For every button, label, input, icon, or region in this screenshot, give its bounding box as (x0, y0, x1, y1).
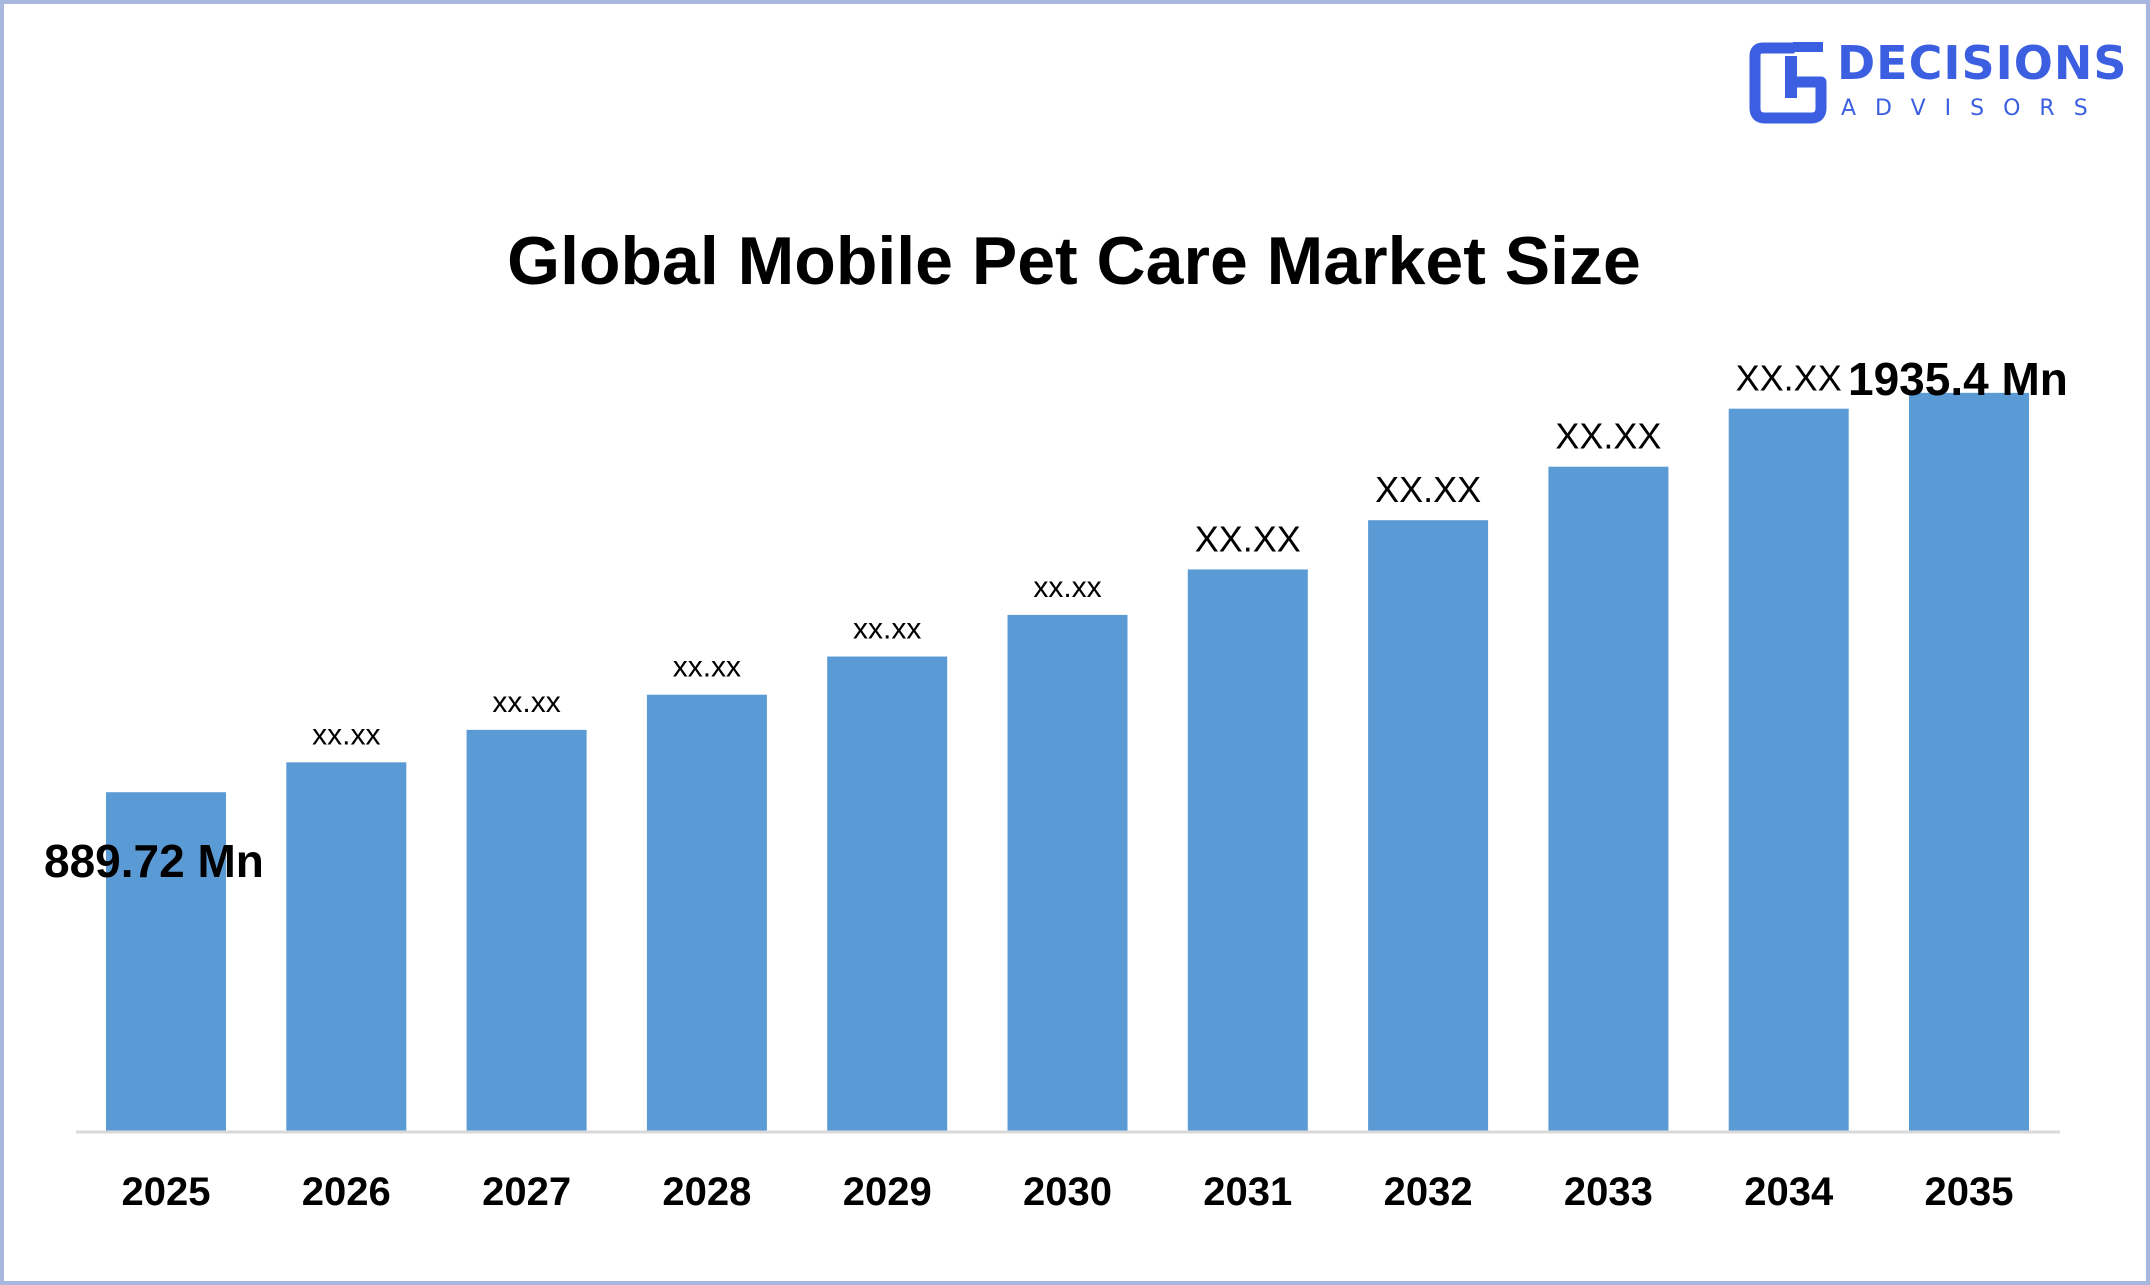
brand-name-line2: ADVISORS (1841, 96, 2107, 121)
bar-2031 (1187, 569, 1308, 1132)
bar-2030 (1007, 614, 1128, 1132)
x-tick-label: 2027 (482, 1170, 571, 1214)
data-label: XX.XX (1736, 358, 1842, 399)
data-label: xx.xx (853, 613, 921, 646)
data-label: 889.72 Mn (44, 835, 264, 887)
data-label: 1935.4 Mn (1848, 353, 2068, 405)
chart-title: Global Mobile Pet Care Market Size (507, 223, 1641, 299)
bar-2032 (1368, 520, 1489, 1132)
data-label: xx.xx (673, 651, 741, 684)
x-tick-label: 2033 (1564, 1170, 1653, 1214)
x-tick-label: 2032 (1384, 1170, 1473, 1214)
brand-logo-mark-icon (1749, 42, 1827, 124)
bar-2028 (646, 694, 767, 1132)
data-label: XX.XX (1555, 416, 1661, 457)
bar-2026 (286, 762, 407, 1132)
brand-logo: DECISIONS ADVISORS (1749, 34, 2126, 134)
x-tick-label: 2029 (843, 1170, 932, 1214)
x-tick-label: 2025 (122, 1170, 211, 1214)
x-tick-label: 2030 (1023, 1170, 1112, 1214)
data-label: XX.XX (1195, 518, 1301, 559)
data-label: XX.XX (1375, 469, 1481, 510)
x-tick-label: 2035 (1925, 1170, 2014, 1214)
bar-2034 (1728, 408, 1849, 1133)
brand-name-line1: DECISIONS (1837, 36, 2128, 90)
x-tick-label: 2028 (662, 1170, 751, 1214)
bar-2029 (827, 656, 948, 1132)
bar-2025 (106, 792, 226, 1132)
data-label: xx.xx (312, 718, 380, 751)
x-tick-label: 2034 (1744, 1170, 1834, 1214)
data-label: xx.xx (492, 686, 560, 719)
data-label: xx.xx (1033, 571, 1101, 604)
bar-2035 (1909, 392, 2029, 1132)
bar-2027 (466, 729, 587, 1132)
x-tick-label: 2031 (1203, 1170, 1292, 1214)
x-tick-label: 2026 (302, 1170, 391, 1214)
bar-2033 (1548, 466, 1669, 1132)
